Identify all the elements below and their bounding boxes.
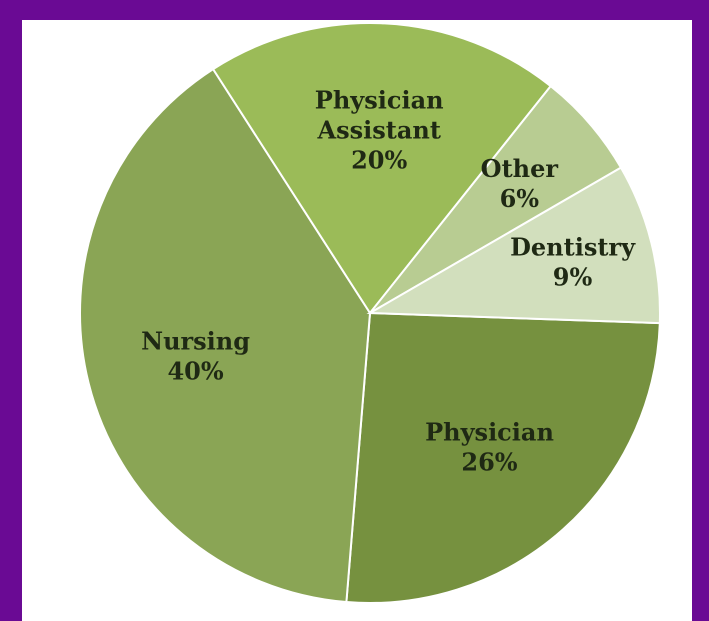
slice-label-physician-assistant: Physician Assistant 20% [315,86,444,175]
slice-label-other: Other 6% [481,154,559,213]
pie-slice-nursing [79,67,372,604]
slice-label-nursing: Nursing 40% [141,327,250,386]
slice-label-physician: Physician 26% [425,417,554,476]
pie-slice-physician [345,311,661,604]
slice-label-dentistry: Dentistry 9% [510,232,636,291]
pie-slice-physician-assistant [211,22,553,315]
pie-slice-dentistry [366,166,661,325]
